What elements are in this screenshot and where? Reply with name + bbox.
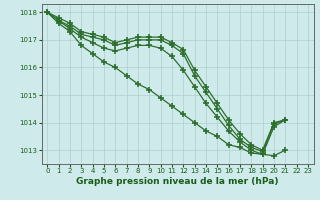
X-axis label: Graphe pression niveau de la mer (hPa): Graphe pression niveau de la mer (hPa)	[76, 177, 279, 186]
